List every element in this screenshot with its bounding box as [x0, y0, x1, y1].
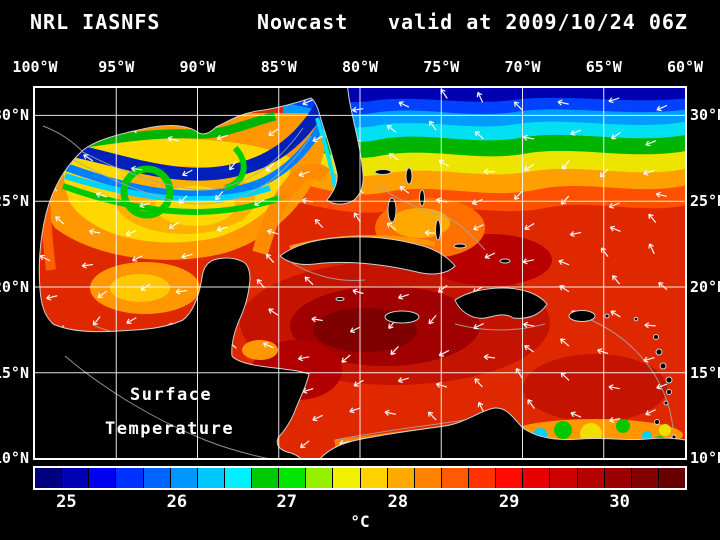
- colorbar-segment: [631, 468, 658, 488]
- colorbar-segment: [360, 468, 387, 488]
- bahamas-warm-core: [390, 208, 450, 238]
- lat-tick-label: 30°N: [0, 106, 29, 125]
- land-cuba: [279, 236, 456, 275]
- colorbar: [33, 466, 687, 490]
- colorbar-segment: [496, 468, 523, 488]
- grid-lines: [35, 88, 685, 458]
- colorbar-segment: [252, 468, 279, 488]
- colorbar-segment: [441, 468, 468, 488]
- latitude-axis-left: 30°N 25°N 20°N 15°N 10°N: [0, 88, 31, 467]
- colorbar-segment: [279, 468, 306, 488]
- map-label-surface: Surface: [130, 385, 213, 405]
- lon-tick-label: 80°W: [341, 58, 379, 76]
- colorbar-segment: [550, 468, 577, 488]
- lon-tick-label: 95°W: [98, 58, 135, 76]
- colorbar-segment: [89, 468, 116, 488]
- land-detail-lines: [42, 125, 268, 458]
- colorbar-segment: [197, 468, 224, 488]
- land-jamaica: [384, 310, 420, 324]
- land-hispaniola: [454, 287, 548, 319]
- land-north-central-america: [35, 88, 364, 458]
- map-label-temperature: Temperature: [105, 419, 235, 439]
- longitude-axis: 100°W 95°W 90°W 85°W 80°W 75°W 70°W 65°W 60°W: [12, 58, 703, 78]
- lon-tick-label: 60°W: [666, 58, 704, 76]
- title-model-name: NRL IASNFS: [30, 10, 161, 34]
- colorbar-tick-label: 26: [166, 492, 188, 512]
- colorbar-segment: [387, 468, 414, 488]
- colorbar-segment: [577, 468, 604, 488]
- lon-tick-label: 85°W: [260, 58, 297, 76]
- colorbar-tick-label: 25: [56, 492, 77, 512]
- lat-tick-label: 15°N: [0, 363, 29, 382]
- colorbar-segment: [35, 468, 62, 488]
- lat-tick-label: 20°N: [0, 278, 29, 297]
- title-valid-time: valid at 2009/10/24 06Z: [388, 10, 688, 34]
- colorbar-segment: [414, 468, 441, 488]
- lat-tick-label: 10°N: [0, 449, 29, 467]
- colorbar-tick-label: 27: [276, 492, 297, 512]
- colorbar-tick-label: 30: [609, 492, 630, 512]
- colorbar-segment: [116, 468, 143, 488]
- colorbar-unit: °C: [350, 512, 370, 531]
- land-cayman: [335, 297, 345, 301]
- colorbar-segments: [35, 468, 685, 488]
- title-product: Nowcast: [257, 10, 349, 34]
- lon-tick-label: 65°W: [585, 58, 622, 76]
- colorbar-segment: [62, 468, 89, 488]
- colorbar-tick-label: 29: [498, 492, 520, 512]
- sst-map: [35, 88, 685, 458]
- lon-tick-label: 90°W: [179, 58, 216, 76]
- colorbar-segment: [333, 468, 360, 488]
- colorbar-segment: [170, 468, 197, 488]
- land-masses: [35, 88, 685, 458]
- lon-tick-label: 75°W: [423, 58, 460, 76]
- colorbar-segment: [523, 468, 550, 488]
- lat-tick-label: 20°N: [690, 278, 720, 297]
- map-frame: Surface Temperature: [33, 86, 687, 460]
- lat-tick-label: 25°N: [0, 192, 29, 211]
- colorbar-segment: [224, 468, 251, 488]
- lat-tick-label: 15°N: [690, 363, 720, 382]
- land-bahamas: [374, 167, 511, 264]
- gulf-sst-field: [38, 102, 436, 360]
- latitude-axis-right: 30°N 25°N 20°N 15°N 10°N: [689, 88, 720, 467]
- lat-tick-label: 30°N: [690, 106, 720, 125]
- colorbar-segment: [143, 468, 170, 488]
- colorbar-segment: [469, 468, 496, 488]
- colorbar-segment: [604, 468, 631, 488]
- lat-tick-label: 10°N: [690, 449, 720, 467]
- lon-tick-label: 70°W: [504, 58, 541, 76]
- colorbar-tick-labels: 25 26 27 28 29 30: [33, 492, 687, 512]
- colorbar-tick-label: 28: [387, 492, 409, 512]
- colorbar-segment: [306, 468, 333, 488]
- land-puerto-rico: [568, 310, 596, 322]
- lat-tick-label: 25°N: [690, 192, 720, 211]
- colorbar-segment: [658, 468, 685, 488]
- land-south-america: [319, 407, 685, 458]
- lon-tick-label: 100°W: [12, 58, 58, 76]
